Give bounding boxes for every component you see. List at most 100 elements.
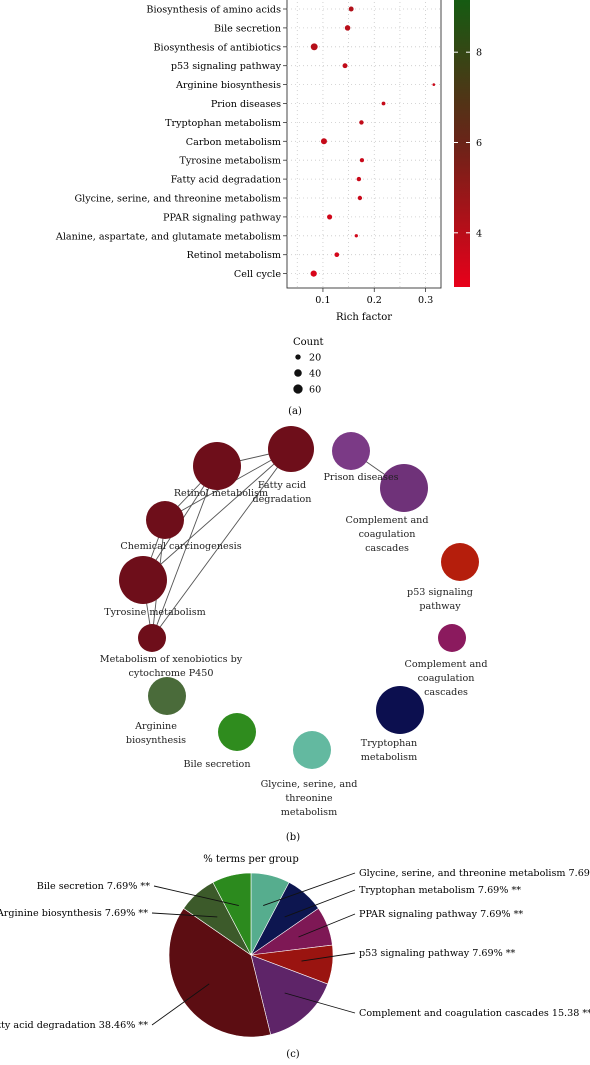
data-point <box>354 234 358 238</box>
network-node-label: Complement and coagulation cascades <box>346 515 429 554</box>
network-node-label: Tryptophan metabolism <box>361 738 417 763</box>
network-node-label: Glycine, serine, and threonine metabolism <box>261 779 358 818</box>
pie-slice-label: Fatty acid degradation 38.46% ** <box>0 1020 148 1031</box>
y-tick-label: Glycine, serine, and threonine metabolis… <box>75 194 282 205</box>
network-node <box>218 713 256 751</box>
y-tick-label: Biosynthesis of antibiotics <box>154 42 282 53</box>
y-tick-label: Retinol metabolism <box>187 250 281 261</box>
data-point <box>334 252 340 258</box>
network-node <box>268 426 314 472</box>
network-node-label: Fatty acid degradation <box>252 480 311 505</box>
data-point <box>381 101 386 106</box>
size-legend: Count 20 40 60 <box>293 337 324 396</box>
panel-label-a: (a) <box>288 406 302 417</box>
data-point <box>344 25 351 31</box>
data-point <box>356 176 362 182</box>
network-node-label: Retinol metabolism <box>174 488 268 499</box>
network-node-label: Complement and coagulation cascades <box>405 659 488 698</box>
pie-leader-line <box>151 983 210 1026</box>
network-node <box>438 624 466 652</box>
network-node <box>293 731 331 769</box>
pie-slice-label: Glycine, serine, and threonine metabolis… <box>359 868 590 879</box>
pie-slice-label: Complement and coagulation cascades 15.3… <box>359 1008 590 1019</box>
network-node-label: Metabolism of xenobiotics by cytochrome P… <box>100 654 243 679</box>
data-point <box>310 270 317 277</box>
y-tick-label: Tryptophan metabolism <box>165 118 281 129</box>
network-edge <box>151 465 218 639</box>
network-node <box>380 464 428 512</box>
network-node-label: Chemical carcinogenesis <box>120 541 241 552</box>
pie-slice-label: Arginine biosynthesis 7.69% ** <box>0 908 148 919</box>
y-tick-label: Cell cycle <box>234 269 281 280</box>
pie-slice-label: PPAR signaling pathway 7.69% ** <box>359 909 523 920</box>
y-tick-label: Carbon metabolism <box>186 137 281 148</box>
panel-label-c: (c) <box>286 1049 300 1060</box>
network-node-label: Bile secretion <box>183 759 250 770</box>
pie-leader-line <box>284 992 356 1014</box>
pie-title: % terms per group <box>203 854 299 865</box>
network-node <box>376 686 424 734</box>
size-legend-dot <box>293 384 303 394</box>
network-node <box>119 556 167 604</box>
size-legend-dot <box>295 354 301 360</box>
pie-leader-line <box>284 889 356 918</box>
y-tick-label: Bile secretion <box>214 23 281 34</box>
y-tick-label: Tyrosine metabolism <box>179 156 281 167</box>
y-tick-label: PPAR signaling pathway <box>163 212 282 223</box>
size-legend-title: Count <box>293 337 324 348</box>
network-node <box>332 432 370 470</box>
dot-plot-grid <box>287 0 441 288</box>
colorbar-tick-label: 8 <box>476 48 482 59</box>
data-point <box>310 43 318 51</box>
colorbar-ticks: 4 6 8 <box>454 48 482 239</box>
data-point <box>432 83 436 86</box>
pie-slice-label: Tryptophan metabolism 7.69% ** <box>359 885 521 896</box>
dot-plot-points <box>310 6 436 277</box>
pie-leader-line <box>153 885 239 907</box>
pie-slice <box>168 907 272 1038</box>
network-node <box>138 624 166 652</box>
data-point <box>357 195 363 201</box>
network-node-label: p53 signaling pathway <box>407 587 473 612</box>
size-legend-dot <box>294 369 302 377</box>
network-edge <box>142 448 292 581</box>
x-tick-label: 0.2 <box>367 295 382 306</box>
x-tick-label: 0.3 <box>418 295 433 306</box>
colorbar-tick-label: 6 <box>476 138 482 149</box>
pie-leader-line <box>263 872 356 907</box>
network-node <box>193 442 241 490</box>
colorbar-tick-label: 4 <box>476 228 482 239</box>
y-tick-label: Alanine, aspartate, and glutamate metabo… <box>55 231 281 242</box>
network-node-label: Arginine biosynthesis <box>126 721 186 746</box>
pie-slice <box>250 954 329 1035</box>
pie-leader-line <box>301 952 356 962</box>
dot-plot-panel: Biosynthesis of amino acids Bile secretio… <box>55 0 482 417</box>
network-edge <box>151 448 292 639</box>
x-tick-label: 0.1 <box>315 295 330 306</box>
dot-plot-frame <box>286 0 442 289</box>
pie-labels: Glycine, serine, and threonine metabolis… <box>0 868 590 1031</box>
y-tick-label: Biosynthesis of amino acids <box>146 5 281 16</box>
data-point <box>348 6 354 12</box>
pie-panel: % terms per group Glycine, serine, and t… <box>0 854 590 1060</box>
data-point <box>320 138 327 145</box>
network-node <box>148 677 186 715</box>
y-tick-label: Prion diseases <box>211 99 281 110</box>
data-point <box>359 120 364 125</box>
y-tick-label: Fatty acid degradation <box>171 175 281 186</box>
data-point <box>359 158 365 163</box>
pie-leader-line <box>151 912 218 918</box>
panel-label-b: (b) <box>286 832 300 843</box>
pie-slice <box>212 872 252 956</box>
pie-slices <box>168 872 334 1038</box>
network-node <box>441 543 479 581</box>
network-node-label: Prison diseases <box>323 472 398 483</box>
pie-leader-line <box>298 913 356 938</box>
network-node <box>146 501 184 539</box>
data-point <box>342 63 348 69</box>
pie-leader-lines <box>151 872 356 1026</box>
network-node-label: Tyrosine metabolism <box>104 607 206 618</box>
dot-plot-x-ticks: 0.1 0.2 0.3 <box>315 288 433 306</box>
dot-plot-category-labels: Biosynthesis of amino acids Bile secretio… <box>55 5 287 280</box>
